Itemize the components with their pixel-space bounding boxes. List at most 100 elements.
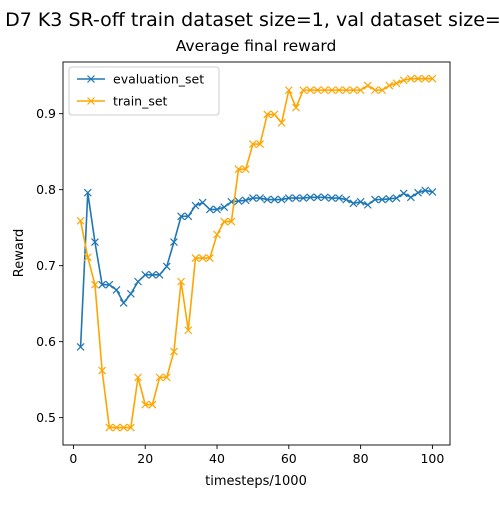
legend-label-evaluation_set: evaluation_set (113, 72, 204, 87)
data-point-train_set (399, 76, 408, 85)
data-point-evaluation_set (349, 199, 358, 208)
data-point-train_set (256, 140, 265, 148)
y-tick-label: 0.5 (36, 410, 56, 425)
data-point-train_set (414, 74, 422, 83)
data-point-evaluation_set (220, 203, 229, 212)
x-tick-label: 20 (137, 451, 153, 466)
data-point-evaluation_set (205, 205, 214, 214)
data-point-train_set (342, 86, 351, 95)
data-point-evaluation_set (320, 193, 329, 202)
data-point-train_set (349, 86, 358, 95)
x-tick-label: 0 (69, 451, 77, 466)
data-point-train_set (392, 79, 401, 88)
data-point-train_set (134, 373, 142, 382)
data-point-train_set (105, 423, 114, 432)
data-point-evaluation_set (284, 194, 293, 202)
data-point-evaluation_set (134, 277, 142, 286)
data-point-evaluation_set (234, 197, 243, 205)
chart-title: Average final reward (176, 37, 337, 55)
data-point-train_set (313, 86, 322, 95)
data-point-evaluation_set (371, 195, 379, 204)
y-tick-label: 0.9 (36, 106, 56, 121)
data-point-train_set (119, 423, 128, 432)
data-point-evaluation_set (213, 205, 221, 214)
data-point-train_set (284, 86, 293, 95)
data-point-evaluation_set (170, 238, 178, 247)
data-point-evaluation_set (327, 194, 336, 202)
data-point-train_set (327, 86, 336, 95)
data-point-evaluation_set (292, 194, 300, 202)
data-point-evaluation_set (299, 194, 308, 202)
data-point-train_set (170, 347, 178, 356)
data-point-evaluation_set (148, 270, 157, 279)
y-tick-label: 0.6 (36, 334, 56, 349)
legend-marker-train_set (87, 97, 95, 105)
data-point-train_set (83, 253, 92, 262)
data-point-evaluation_set (177, 212, 186, 221)
data-point-evaluation_set (198, 198, 207, 207)
data-point-train_set (299, 86, 308, 95)
data-point-train_set (378, 86, 387, 95)
data-point-evaluation_set (248, 194, 257, 202)
legend-marker-evaluation_set (87, 75, 95, 83)
data-point-train_set (148, 400, 157, 409)
data-point-evaluation_set (119, 298, 128, 307)
data-point-evaluation_set (112, 286, 121, 294)
data-point-evaluation_set (83, 188, 92, 197)
data-point-evaluation_set (91, 238, 99, 247)
data-point-train_set (234, 165, 243, 174)
data-point-train_set (213, 230, 221, 239)
data-point-train_set (227, 217, 236, 226)
data-point-train_set (91, 280, 99, 289)
y-tick-label: 0.7 (36, 258, 56, 273)
data-point-train_set (177, 277, 186, 286)
data-point-train_set (112, 423, 121, 432)
data-point-evaluation_set (256, 194, 265, 202)
data-point-evaluation_set (313, 193, 322, 202)
data-point-evaluation_set (263, 195, 272, 204)
data-point-train_set (155, 373, 164, 382)
x-axis-label: timesteps/1000 (205, 474, 307, 489)
y-tick-label: 0.8 (36, 182, 56, 197)
data-point-evaluation_set (270, 195, 279, 204)
data-point-evaluation_set (421, 186, 430, 195)
data-point-evaluation_set (241, 196, 250, 205)
data-point-evaluation_set (191, 201, 200, 210)
data-point-evaluation_set (363, 200, 372, 209)
data-point-evaluation_set (399, 189, 408, 198)
data-point-evaluation_set (105, 280, 114, 289)
data-point-evaluation_set (277, 195, 286, 204)
data-point-evaluation_set (98, 280, 107, 289)
data-point-train_set (306, 86, 315, 95)
data-point-train_set (385, 81, 394, 90)
data-point-train_set (162, 373, 171, 382)
data-point-train_set (263, 110, 272, 119)
data-point-evaluation_set (306, 193, 315, 202)
y-axis-label: Reward (12, 229, 27, 277)
data-point-train_set (205, 254, 214, 262)
data-point-evaluation_set (428, 188, 437, 196)
data-point-train_set (406, 74, 415, 83)
figure-suptitle: D7 K3 SR-off train dataset size=1, val d… (5, 9, 500, 31)
data-point-train_set (76, 216, 85, 225)
data-point-evaluation_set (76, 343, 85, 351)
data-point-evaluation_set (342, 195, 351, 204)
data-point-train_set (428, 74, 437, 83)
data-point-evaluation_set (155, 270, 164, 279)
data-point-train_set (241, 165, 250, 174)
data-point-train_set (335, 86, 343, 95)
data-point-train_set (421, 74, 430, 83)
data-point-train_set (363, 81, 372, 90)
data-point-train_set (248, 140, 257, 148)
data-point-evaluation_set (141, 270, 150, 279)
data-point-train_set (198, 254, 207, 262)
data-point-train_set (141, 400, 150, 409)
data-point-train_set (292, 103, 300, 112)
data-point-train_set (270, 110, 279, 119)
data-point-evaluation_set (356, 197, 365, 206)
data-point-train_set (356, 86, 365, 95)
data-point-train_set (184, 326, 193, 335)
data-point-evaluation_set (335, 194, 343, 202)
